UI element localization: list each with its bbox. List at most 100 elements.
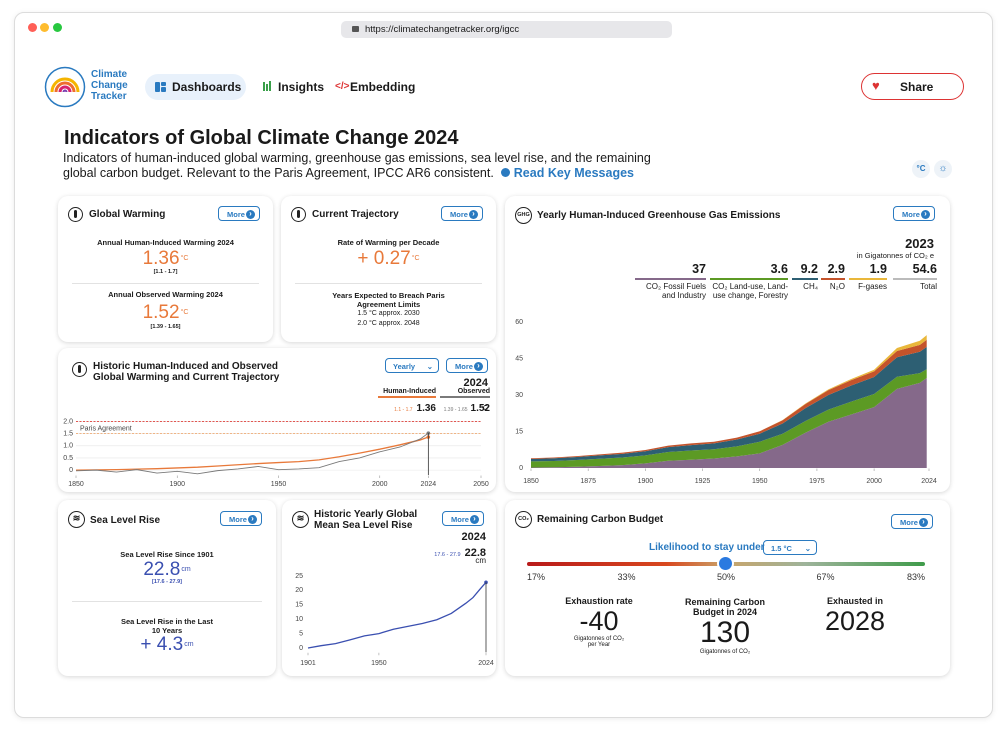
y-tick-label: 0 bbox=[69, 467, 73, 474]
legend-year: 2024 bbox=[463, 377, 488, 389]
unit-toggle[interactable]: °C bbox=[912, 160, 930, 178]
more-label: More bbox=[450, 210, 468, 219]
legend-unit: °C bbox=[480, 405, 488, 412]
x-tick-label: 1950 bbox=[752, 478, 768, 485]
thermometer-icon bbox=[72, 362, 87, 377]
insights-icon bbox=[266, 84, 268, 91]
series-line bbox=[307, 581, 487, 649]
heart-icon: ♥ bbox=[872, 78, 880, 93]
legend-value: 9.2 bbox=[792, 262, 818, 280]
unit: cm bbox=[184, 641, 194, 648]
legend-name: CH₄ bbox=[803, 282, 818, 291]
window-minimize[interactable] bbox=[40, 23, 49, 32]
likelihood-tick: 83% bbox=[906, 572, 925, 582]
card-title: Historic Human-Induced and Observed Glob… bbox=[93, 361, 280, 383]
legend-value: 3.6 bbox=[710, 262, 788, 280]
share-button[interactable]: ♥ Share bbox=[861, 73, 964, 100]
legend-values: 1.1 - 1.7 1.36 bbox=[378, 398, 436, 416]
y-tick-label: 10 bbox=[295, 616, 303, 623]
x-tick-label: 1901 bbox=[300, 660, 316, 667]
logo-line: Change bbox=[91, 80, 128, 91]
dashboards-icon bbox=[161, 82, 166, 86]
embedding-icon: </> bbox=[335, 81, 350, 92]
slider-knob[interactable] bbox=[719, 557, 732, 570]
stat-label: Remaining Carbon Budget in 2024 bbox=[684, 597, 765, 617]
legend-item: 17.6 - 27.9 22.8 bbox=[434, 543, 486, 561]
likelihood-label: Likelihood to stay under bbox=[649, 542, 765, 553]
thermometer-icon bbox=[68, 207, 83, 222]
window-close[interactable] bbox=[28, 23, 37, 32]
insights-icon bbox=[269, 81, 271, 91]
legend-item[interactable]: 3.6 CO₂ Land-use, Land-use change, Forest… bbox=[710, 262, 788, 300]
paris-label: Paris Agreement bbox=[80, 425, 132, 432]
legend-value: 22.8 bbox=[464, 547, 486, 559]
y-tick-label: 25 bbox=[295, 573, 303, 580]
stat-value: + 0.27°C bbox=[281, 249, 496, 269]
stat-label: Annual Observed Warming 2024 bbox=[108, 290, 223, 299]
legend-value: 1.36 bbox=[416, 403, 436, 414]
address-bar[interactable]: https://climatechangetracker.org/igcc bbox=[341, 21, 672, 38]
breach-year: 2.0 °C approx. 2048 bbox=[357, 320, 420, 327]
link-icon bbox=[501, 168, 511, 177]
nav-link[interactable]: Embedding bbox=[350, 80, 416, 94]
value: + 4.3 bbox=[140, 634, 184, 655]
legend-name: Total bbox=[920, 282, 937, 291]
sea-level-chart: 0 5 10 15 20 25 1901 1950 2024 bbox=[295, 573, 494, 667]
historic-sea-level-card: ≋ Historic Yearly Global Mean Sea Level … bbox=[282, 500, 496, 676]
more-button[interactable]: More bbox=[218, 206, 260, 221]
card-title: Historic Yearly Global Mean Sea Level Ri… bbox=[314, 509, 418, 531]
caret: ⌄ bbox=[804, 544, 811, 553]
current-trajectory-card: Current Trajectory More Rate of Warming … bbox=[281, 196, 496, 342]
select-label: 1.5 °C bbox=[771, 544, 792, 553]
more-button[interactable]: More bbox=[893, 206, 935, 221]
legend-item[interactable]: 37 CO₂ Fossil Fuels and Industry bbox=[635, 262, 706, 300]
card-title: Global Warming bbox=[89, 209, 166, 220]
warming-chart: 0 0.5 1.0 1.5 2.0 1850 1900 1950 2000 2024 2050 Par… bbox=[63, 418, 489, 488]
stat-value: 22.8cm bbox=[58, 560, 276, 580]
legend-item[interactable]: 54.6 Total bbox=[893, 262, 937, 291]
more-button[interactable]: More bbox=[220, 511, 262, 526]
ghg-icon: GHG bbox=[515, 207, 532, 224]
stat-value: 1.52°C bbox=[58, 303, 273, 323]
legend-name: N₂O bbox=[829, 282, 845, 291]
read-key-messages-link[interactable]: Read Key Messages bbox=[513, 166, 634, 180]
more-label: More bbox=[902, 210, 920, 219]
x-tick-label: 1850 bbox=[68, 481, 84, 488]
more-button[interactable]: More bbox=[441, 206, 483, 221]
legend-year: 2024 bbox=[461, 531, 486, 543]
period-select[interactable]: Yearly ⌄ bbox=[385, 358, 439, 373]
stat-range: [17.6 - 27.9] bbox=[152, 579, 182, 585]
x-tick-label: 1925 bbox=[695, 478, 711, 485]
stat-unit: Gigatonnes of CO₂ per Year bbox=[573, 636, 625, 648]
legend-item[interactable]: Human-Induced 1.1 - 1.7 1.36 bbox=[378, 388, 436, 416]
x-tick-label: 2000 bbox=[372, 481, 388, 488]
card-title: Current Trajectory bbox=[312, 209, 399, 220]
threshold-select[interactable]: 1.5 °C ⌄ bbox=[763, 540, 817, 555]
y-tick-label: 15 bbox=[515, 428, 523, 435]
y-tick-label: 20 bbox=[295, 587, 303, 594]
more-label: More bbox=[900, 518, 918, 527]
logo-icon[interactable] bbox=[44, 66, 86, 108]
more-button[interactable]: More bbox=[442, 511, 484, 526]
legend-name: F-gases bbox=[858, 282, 887, 291]
share-label: Share bbox=[900, 80, 934, 94]
x-tick-label: 1950 bbox=[271, 481, 287, 488]
legend-item[interactable]: 2.9 N₂O bbox=[821, 262, 845, 291]
window-maximize[interactable] bbox=[53, 23, 62, 32]
more-button[interactable]: More bbox=[891, 514, 933, 529]
nav-link[interactable]: Insights bbox=[278, 80, 325, 94]
global-warming-card: Global Warming More Annual Human-Induced… bbox=[58, 196, 273, 342]
dashboards-tab[interactable]: Dashboards bbox=[145, 74, 246, 100]
logo-text[interactable]: Climate Change Tracker bbox=[91, 69, 128, 102]
legend-range: 1.1 - 1.7 bbox=[394, 407, 413, 413]
legend-item[interactable]: 9.2 CH₄ bbox=[792, 262, 818, 291]
stat-label: Exhaustion rate bbox=[565, 596, 633, 606]
likelihood-tick: 17% bbox=[526, 572, 545, 582]
value: 1.52 bbox=[142, 302, 180, 323]
legend-item[interactable]: Observed 1.39 - 1.65 1.52 bbox=[440, 388, 490, 416]
theme-toggle[interactable]: ☼ bbox=[934, 160, 952, 178]
legend-item[interactable]: 1.9 F-gases bbox=[849, 262, 887, 291]
more-button[interactable]: More bbox=[446, 358, 488, 373]
legend-range: 1.39 - 1.65 bbox=[443, 407, 468, 413]
y-tick-label: 2.0 bbox=[63, 418, 73, 425]
